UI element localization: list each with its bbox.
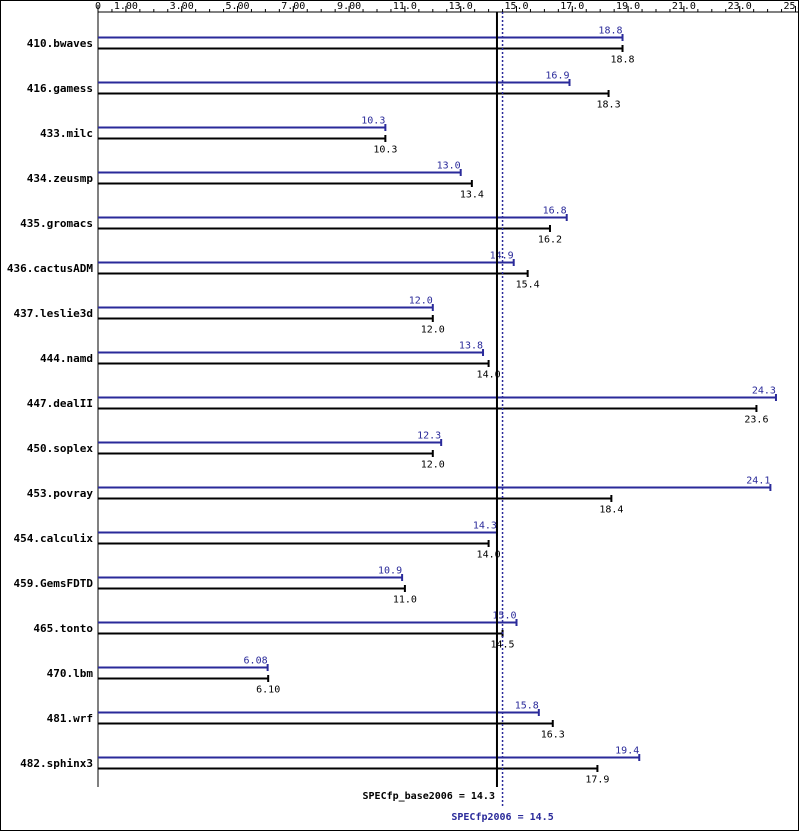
bar-groups: 410.bwaves 18.8 18.8 416.gamess 16.9 18.3 433.… xyxy=(7,26,777,786)
base-value-label: 10.3 xyxy=(373,145,397,156)
x-axis: 0 1.00 3.00 5.00 7.00 9.00 11.0 13.0 15.0 17.0 19.… xyxy=(95,1,799,787)
bar-group: 459.GemsFDTD 10.9 11.0 xyxy=(14,566,417,606)
peak-value-label: 16.9 xyxy=(545,71,569,82)
bar-group: 434.zeusmp 13.0 13.4 xyxy=(27,161,484,201)
category-label: 434.zeusmp xyxy=(27,172,94,185)
base-value-label: 12.0 xyxy=(421,325,445,336)
base-score-label: SPECfp_base2006 = 14.3 xyxy=(363,791,495,802)
bar-group: 436.cactusADM 14.9 15.4 xyxy=(7,251,540,291)
peak-value-label: 10.3 xyxy=(361,116,385,127)
category-label: 416.gamess xyxy=(27,82,93,95)
base-value-label: 13.4 xyxy=(460,190,484,201)
category-label: 447.dealII xyxy=(27,397,93,410)
category-label: 482.sphinx3 xyxy=(20,757,93,770)
base-value-label: 12.0 xyxy=(421,460,445,471)
base-value-label: 14.0 xyxy=(477,550,501,561)
base-value-label: 18.8 xyxy=(610,55,634,66)
x-tick-label: 5.00 xyxy=(225,1,249,12)
bar-group: 437.leslie3d 12.0 12.0 xyxy=(14,296,445,336)
peak-value-label: 19.4 xyxy=(615,746,639,757)
base-value-label: 18.3 xyxy=(597,100,621,111)
category-label: 481.wrf xyxy=(47,712,93,725)
peak-value-label: 14.3 xyxy=(473,521,497,532)
bar-group: 482.sphinx3 19.4 17.9 xyxy=(20,746,641,786)
base-value-label: 11.0 xyxy=(393,595,417,606)
category-label: 470.lbm xyxy=(47,667,94,680)
base-value-label: 15.4 xyxy=(516,280,540,291)
bar-group: 433.milc 10.3 10.3 xyxy=(40,116,397,156)
category-label: 453.povray xyxy=(27,487,94,500)
bar-group: 435.gromacs 16.8 16.2 xyxy=(20,206,568,246)
x-tick-label: 25.0 xyxy=(783,1,799,12)
peak-value-label: 15.8 xyxy=(515,701,539,712)
base-value-label: 23.6 xyxy=(744,415,768,426)
x-tick-label: 23.0 xyxy=(728,1,752,12)
bar-group: 447.dealII 24.3 23.6 xyxy=(27,386,777,426)
x-tick-label: 0 xyxy=(95,1,101,12)
x-tick-label: 11.0 xyxy=(393,1,417,12)
x-tick-label: 7.00 xyxy=(281,1,305,12)
base-value-label: 16.2 xyxy=(538,235,562,246)
peak-value-label: 14.9 xyxy=(490,251,514,262)
x-tick-label: 3.00 xyxy=(170,1,194,12)
category-label: 433.milc xyxy=(40,127,93,140)
x-tick-label: 19.0 xyxy=(616,1,640,12)
peak-value-label: 18.8 xyxy=(598,26,622,37)
bar-group: 410.bwaves 18.8 18.8 xyxy=(27,26,635,66)
peak-value-label: 10.9 xyxy=(378,566,402,577)
base-value-label: 18.4 xyxy=(599,505,623,516)
peak-score-label: SPECfp2006 = 14.5 xyxy=(451,812,553,823)
base-value-label: 6.10 xyxy=(256,685,280,696)
x-tick-label: 1.00 xyxy=(114,1,138,12)
bar-group: 454.calculix 14.3 14.0 xyxy=(14,521,501,561)
category-label: 410.bwaves xyxy=(27,37,93,50)
base-value-label: 16.3 xyxy=(541,730,565,741)
x-tick-label: 21.0 xyxy=(672,1,696,12)
peak-value-label: 13.8 xyxy=(459,341,483,352)
x-tick-label: 17.0 xyxy=(560,1,584,12)
category-label: 436.cactusADM xyxy=(7,262,93,275)
x-tick-label: 15.0 xyxy=(504,1,528,12)
base-value-label: 17.9 xyxy=(585,775,609,786)
category-label: 437.leslie3d xyxy=(14,307,93,320)
category-label: 435.gromacs xyxy=(20,217,93,230)
peak-value-label: 15.0 xyxy=(492,611,516,622)
peak-value-label: 24.1 xyxy=(746,476,770,487)
x-tick-label: 9.00 xyxy=(337,1,361,12)
peak-value-label: 12.0 xyxy=(409,296,433,307)
bar-group: 481.wrf 15.8 16.3 xyxy=(47,701,565,741)
category-label: 459.GemsFDTD xyxy=(14,577,94,590)
bar-group: 453.povray 24.1 18.4 xyxy=(27,476,772,516)
bar-group: 450.soplex 12.3 12.0 xyxy=(27,431,445,471)
reference-lines xyxy=(495,12,504,808)
x-tick-label: 13.0 xyxy=(449,1,473,12)
bar-group: 444.namd 13.8 14.0 xyxy=(40,341,501,381)
base-value-label: 14.0 xyxy=(477,370,501,381)
peak-value-label: 16.8 xyxy=(543,206,567,217)
peak-value-label: 13.0 xyxy=(437,161,461,172)
category-label: 454.calculix xyxy=(14,532,94,545)
bar-group: 416.gamess 16.9 18.3 xyxy=(27,71,621,111)
category-label: 465.tonto xyxy=(33,622,93,635)
peak-value-label: 6.08 xyxy=(244,656,268,667)
category-label: 444.namd xyxy=(40,352,93,365)
bar-group: 470.lbm 6.08 6.10 xyxy=(47,656,281,696)
peak-value-label: 12.3 xyxy=(417,431,441,442)
peak-value-label: 24.3 xyxy=(752,386,776,397)
category-label: 450.soplex xyxy=(27,442,94,455)
